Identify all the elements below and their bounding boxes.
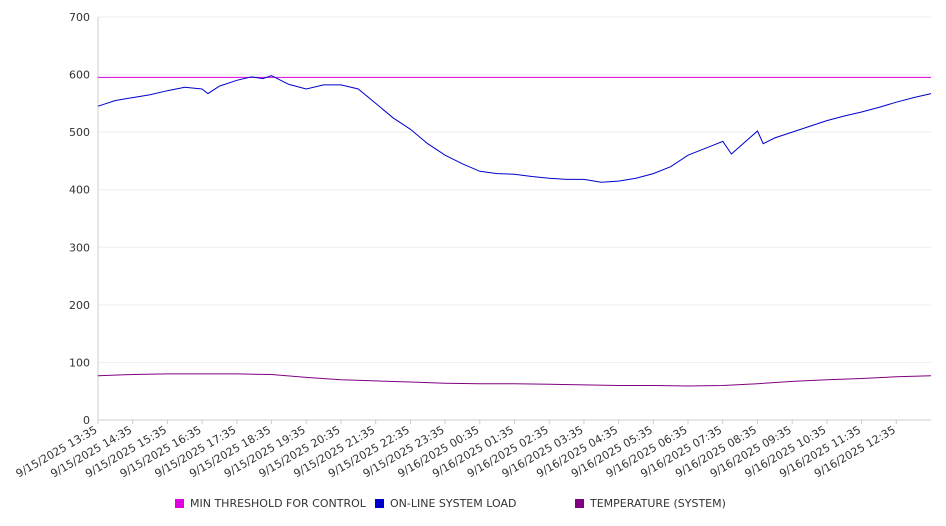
legend-item-temperature[interactable]: TEMPERATURE (SYSTEM) [575,497,726,510]
y-tick-labels: 0 100 200 300 400 500 600 700 [69,11,90,427]
legend-item-system-load[interactable]: ON-LINE SYSTEM LOAD [375,497,516,510]
gridlines [98,16,931,363]
legend-item-min-threshold[interactable]: MIN THRESHOLD FOR CONTROL [175,497,366,510]
y-tick-label: 400 [69,184,90,197]
y-tick-label: 0 [83,414,90,427]
y-tick-label: 200 [69,299,90,312]
legend-label-system-load: ON-LINE SYSTEM LOAD [390,497,517,510]
y-tick-label: 700 [69,11,90,24]
legend: MIN THRESHOLD FOR CONTROL ON-LINE SYSTEM… [0,497,946,517]
legend-label-min-threshold: MIN THRESHOLD FOR CONTROL [190,497,366,510]
y-tick-label: 100 [69,356,90,369]
legend-swatch-temperature [575,499,584,508]
y-tick-label: 300 [69,241,90,254]
series-line-system-load [97,75,932,183]
series-line-temperature [97,373,932,387]
legend-label-temperature: TEMPERATURE (SYSTEM) [590,497,726,510]
legend-swatch-system-load [375,499,384,508]
series-lines [97,75,932,387]
y-tick-label: 500 [69,126,90,139]
x-tick-labels: 9/15/2025 13:359/15/2025 14:359/15/2025 … [14,420,898,480]
y-tick-label: 600 [69,69,90,82]
legend-swatch-min-threshold [175,499,184,508]
